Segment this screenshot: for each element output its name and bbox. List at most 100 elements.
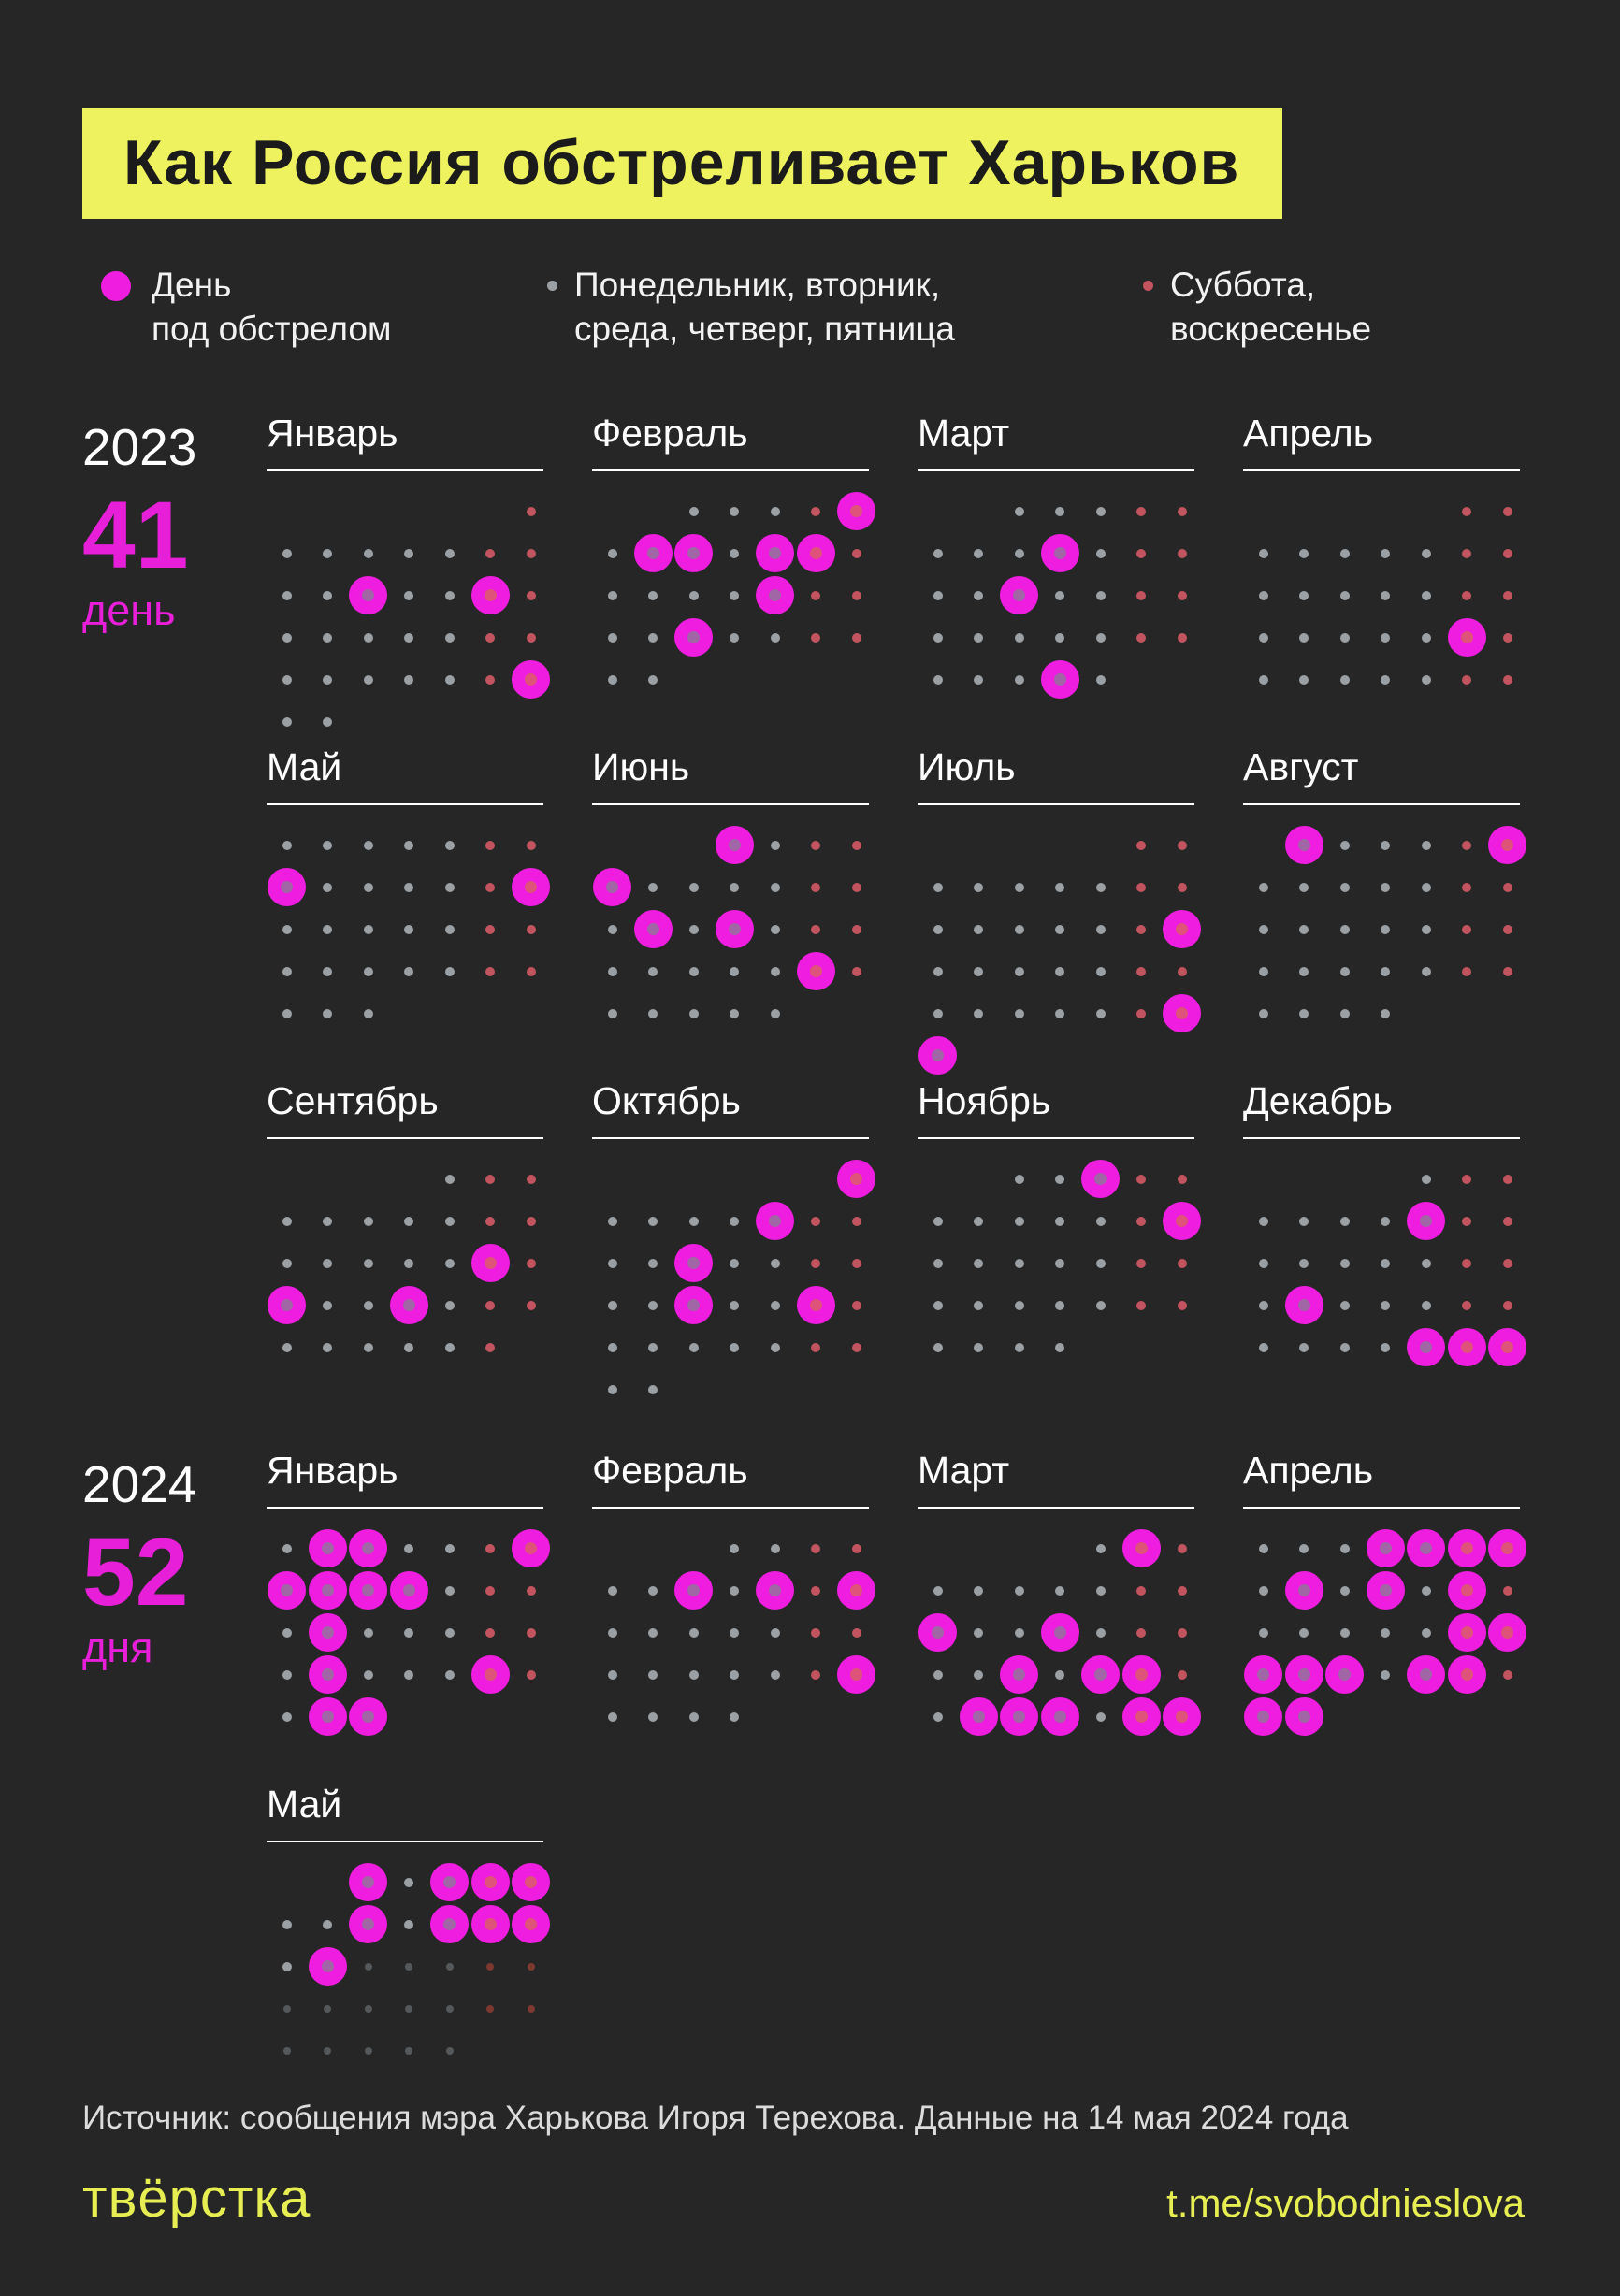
day-dot-weekend <box>526 966 536 976</box>
day-dot-weekend <box>1136 1216 1147 1226</box>
day-dot-weekday <box>770 1543 780 1553</box>
shelled-core-dot <box>1176 1711 1189 1723</box>
day-dot-weekday <box>688 590 699 600</box>
day-dot-weekend <box>1502 882 1512 892</box>
day-dot-weekday <box>730 1627 740 1638</box>
day-cell <box>1324 1611 1366 1653</box>
empty-cell <box>389 1158 430 1200</box>
day-dot-weekday <box>323 632 333 643</box>
empty-cell <box>918 1158 959 1200</box>
day-dot-weekday <box>282 716 292 727</box>
day-cell <box>429 574 470 616</box>
day-dot-weekend <box>485 882 496 892</box>
empty-cell <box>592 1527 633 1569</box>
day-dot-weekday <box>1258 1342 1268 1352</box>
day-cell <box>308 1696 349 1738</box>
day-dot-weekday <box>1095 1627 1106 1638</box>
day-cell <box>1406 1326 1447 1368</box>
day-cell <box>633 658 674 700</box>
shelled-core-dot <box>281 881 294 893</box>
day-dot-weekend <box>811 1669 821 1680</box>
day-dot-weekend <box>1136 882 1147 892</box>
day-cell <box>959 992 1000 1034</box>
day-cell <box>1324 1200 1366 1242</box>
shelled-core-dot <box>362 589 375 601</box>
day-dot-weekday <box>323 924 333 934</box>
month-2023: Май <box>267 745 592 1079</box>
day-dot-future <box>486 2004 495 2013</box>
shelled-core-dot <box>1460 1584 1473 1596</box>
day-cell <box>470 1242 512 1284</box>
day-dot-weekday <box>404 1342 414 1352</box>
day-dot-shelled <box>512 1863 551 1901</box>
day-cell <box>1162 532 1203 574</box>
day-cell <box>1324 1653 1366 1696</box>
day-cell <box>1040 992 1081 1034</box>
day-cell <box>1243 950 1284 992</box>
day-cell <box>715 490 756 532</box>
shelled-core-dot <box>281 1584 294 1596</box>
day-dot-weekday <box>607 1627 617 1638</box>
day-cell <box>959 658 1000 700</box>
day-cell <box>999 1611 1040 1653</box>
day-cell <box>1121 824 1163 866</box>
day-dot-weekday <box>730 1300 740 1310</box>
day-dot-weekend <box>1502 590 1512 600</box>
day-cell <box>633 1611 674 1653</box>
empty-cell <box>918 490 959 532</box>
day-dot-weekday <box>1014 966 1024 976</box>
legend-label-weekday: Понедельник, вторник, среда, четверг, пя… <box>574 264 955 351</box>
day-cell <box>1447 908 1488 950</box>
day-dot-shelled <box>959 1697 998 1736</box>
legend-item-shelled: День под обстрелом <box>101 264 391 351</box>
day-cell <box>1366 1569 1407 1611</box>
day-cell <box>633 866 674 908</box>
day-dot-weekday <box>1014 1300 1024 1310</box>
day-cell <box>836 1284 877 1326</box>
day-dot-weekday <box>444 1174 455 1184</box>
day-cell <box>470 1903 512 1945</box>
shelled-core-dot <box>1297 1711 1310 1723</box>
day-dot-weekday <box>1299 1258 1309 1268</box>
empty-cell <box>1080 824 1121 866</box>
day-cell <box>1324 616 1366 658</box>
day-dot-weekday <box>1014 924 1024 934</box>
day-cell <box>1366 824 1407 866</box>
shelled-core-dot <box>1257 1711 1270 1723</box>
day-dot-shelled <box>1121 1697 1161 1736</box>
day-dot-weekday <box>1014 1174 1024 1184</box>
day-dot-shelled <box>470 1863 510 1901</box>
day-cell <box>999 1242 1040 1284</box>
day-cell <box>1406 950 1447 992</box>
day-dot-weekday <box>648 1627 658 1638</box>
telegram-link[interactable]: t.me/svobodnieslova <box>1166 2181 1525 2225</box>
day-dot-weekday <box>1381 1342 1391 1352</box>
month-title: Июль <box>918 745 1194 805</box>
day-dot-weekday <box>1381 674 1391 685</box>
day-cell <box>348 1242 389 1284</box>
day-cell <box>470 1861 512 1903</box>
day-dot-weekday <box>1339 1216 1350 1226</box>
day-dot-weekday <box>1258 1585 1268 1596</box>
empty-cell <box>1284 490 1325 532</box>
day-dot-weekend <box>1136 548 1147 558</box>
day-dot-weekend <box>526 1300 536 1310</box>
day-cell <box>959 1326 1000 1368</box>
day-dot-weekday <box>648 1258 658 1268</box>
day-dot-weekend <box>485 1174 496 1184</box>
day-cell <box>511 866 552 908</box>
day-dot-shelled <box>1244 1655 1283 1694</box>
month-title: Март <box>918 1449 1194 1509</box>
day-cell <box>1284 1653 1325 1696</box>
day-cell <box>1162 1696 1203 1738</box>
day-dot-weekend <box>1502 1585 1512 1596</box>
day-cell <box>1162 1158 1203 1200</box>
day-cell <box>1243 1569 1284 1611</box>
shelled-core-dot <box>484 1668 497 1681</box>
day-dot-shelled <box>1284 1655 1323 1694</box>
year-section-2024: 2024 52 дня Январь Февраль Март Апрель Май <box>82 1449 1620 2116</box>
shelled-core-dot <box>1135 1668 1148 1681</box>
day-cell <box>633 992 674 1034</box>
day-cell <box>1080 616 1121 658</box>
day-cell <box>633 1368 674 1410</box>
